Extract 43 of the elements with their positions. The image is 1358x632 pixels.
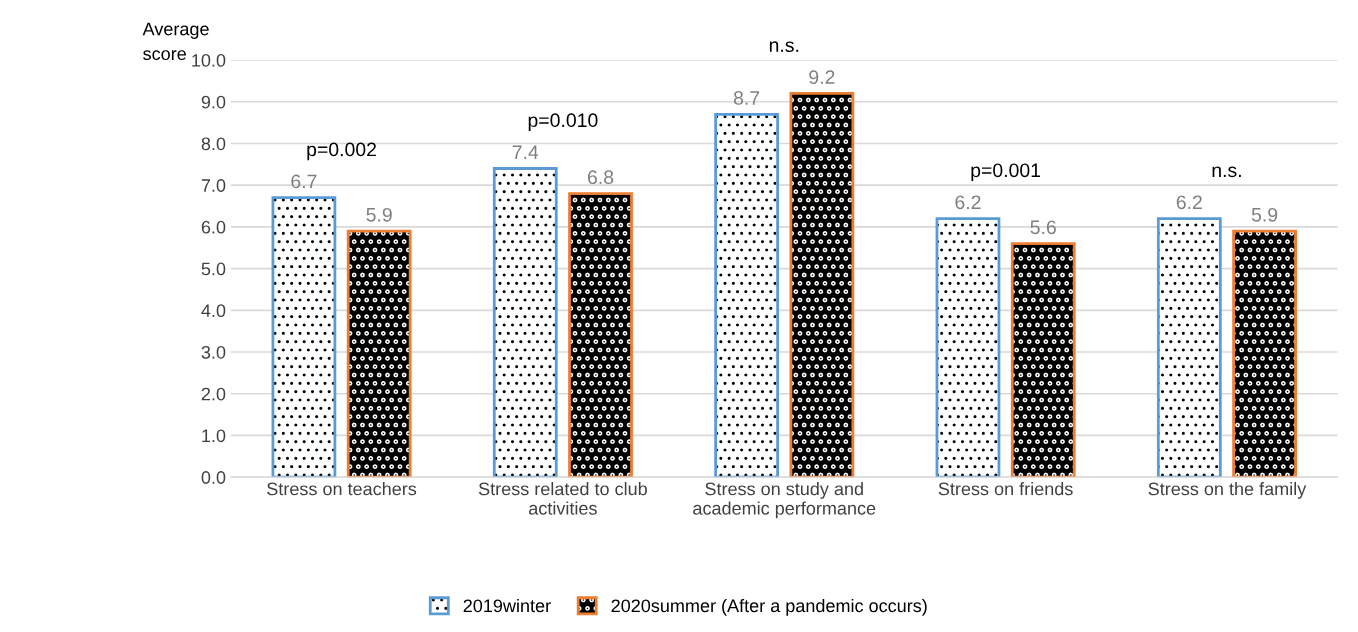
data-label: 6.8 bbox=[587, 170, 614, 185]
x-tick-label: Stress related to club activities bbox=[478, 482, 647, 515]
data-label: 5.9 bbox=[1251, 207, 1278, 222]
bar bbox=[714, 112, 779, 478]
data-label: 6.7 bbox=[291, 174, 317, 189]
y-tick-label: 8.0 bbox=[201, 137, 226, 151]
y-tick-label: 7.0 bbox=[201, 179, 226, 192]
annotation: n.s. bbox=[1212, 166, 1241, 178]
y-tick-label: 9.0 bbox=[201, 95, 226, 109]
data-label: 8.7 bbox=[733, 91, 760, 105]
y-tick-label: 2.0 bbox=[201, 387, 226, 401]
x-tick-label: Stress on friends bbox=[938, 482, 1073, 496]
y-tick-label: 3.0 bbox=[201, 345, 226, 359]
bar bbox=[1010, 242, 1076, 478]
data-label: 6.2 bbox=[955, 195, 981, 210]
data-label: 5.9 bbox=[366, 207, 392, 222]
data-label: 6.2 bbox=[1176, 195, 1202, 210]
bar bbox=[568, 192, 633, 478]
data-label: 5.6 bbox=[1030, 220, 1056, 235]
bar bbox=[271, 196, 337, 478]
bar bbox=[492, 167, 558, 478]
annotation: p=0.001 bbox=[971, 163, 1041, 181]
y-tick-label: 6.0 bbox=[201, 220, 226, 234]
annotation: p=0.010 bbox=[528, 113, 598, 131]
legend-label: 2019winter bbox=[463, 598, 551, 613]
x-tick-label: Stress on teachers bbox=[267, 482, 417, 496]
y-tick-label: 5.0 bbox=[201, 262, 226, 276]
bar bbox=[789, 92, 855, 478]
annotation: p=0.002 bbox=[307, 142, 376, 161]
x-tick-label: Stress on the family bbox=[1148, 482, 1307, 499]
legend-label: 2020summer (After a pandemic occurs) bbox=[611, 598, 927, 616]
bar bbox=[935, 217, 1001, 478]
bar bbox=[1156, 217, 1222, 478]
y-tick-label: 1.0 bbox=[202, 429, 226, 443]
y-tick-label: 0.0 bbox=[201, 471, 226, 484]
bar bbox=[346, 229, 412, 478]
data-label: 7.4 bbox=[512, 145, 539, 159]
y-tick-label: 10.0 bbox=[192, 53, 226, 67]
text: n.s. bbox=[769, 41, 799, 53]
x-tick-label: Stress on study and academic performance bbox=[693, 482, 876, 519]
y-tick-label: 4.0 bbox=[201, 304, 226, 318]
data-label: 9.2 bbox=[809, 70, 835, 85]
bar bbox=[1232, 229, 1297, 478]
